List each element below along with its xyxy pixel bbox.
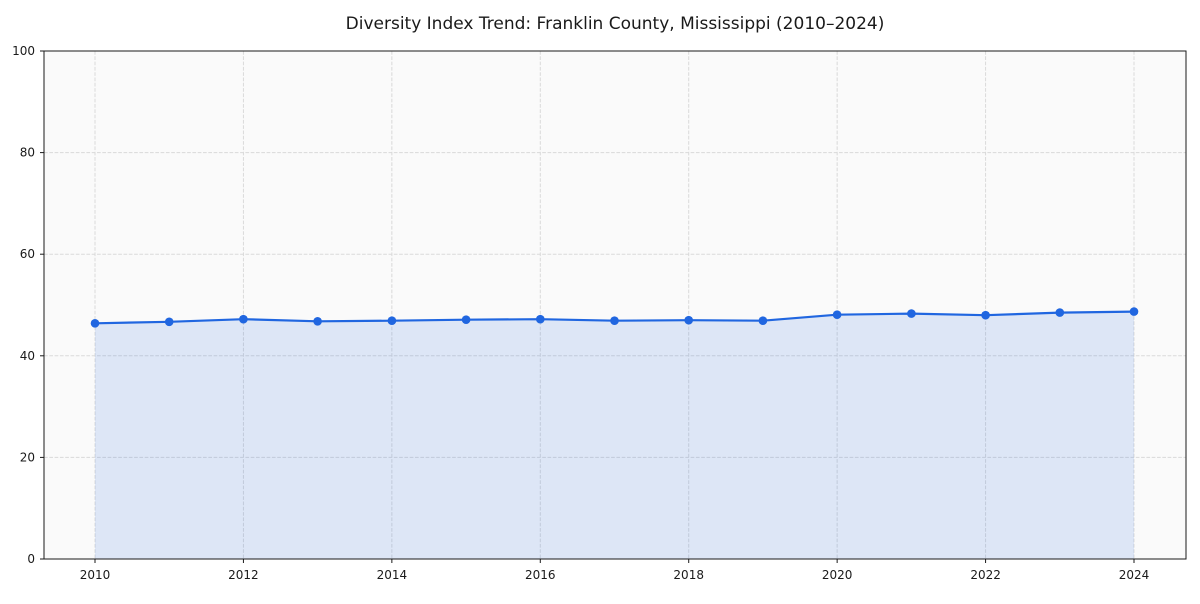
- x-axis-tick-labels: 2010 2012 2014 2016 2018 2020 2022 2024: [80, 568, 1150, 582]
- plot-border: [43, 50, 1187, 560]
- y-tick-label-100: 100: [12, 44, 35, 58]
- data-point-2014: [387, 316, 397, 326]
- x-tick-label-2012: 2012: [228, 568, 259, 582]
- data-point-2010: [90, 319, 100, 328]
- area-fill: [95, 311, 1134, 559]
- data-point-2013: [313, 317, 322, 326]
- y-tick-label-60: 60: [20, 247, 35, 261]
- data-point-2016: [536, 314, 545, 324]
- y-tick-label-40: 40: [20, 349, 35, 363]
- x-tick-label-2024: 2024: [1119, 568, 1150, 582]
- chart-title: Diversity Index Trend: Franklin County, …: [346, 14, 885, 34]
- x-tick-label-2018: 2018: [673, 568, 704, 582]
- axes-spines: [40, 50, 1187, 563]
- y-tick-label-0: 0: [27, 552, 35, 566]
- area-fill-group: [95, 311, 1134, 559]
- x-tick-label-2014: 2014: [377, 568, 408, 582]
- data-point-2024: [1129, 307, 1139, 316]
- data-point-2011: [164, 317, 174, 327]
- data-point-2012: [239, 314, 248, 324]
- x-tick-label-2022: 2022: [970, 568, 1001, 582]
- data-point-2022: [981, 310, 990, 320]
- data-point-2023: [1055, 308, 1065, 317]
- data-point-2017: [610, 316, 619, 326]
- data-point-2018: [684, 315, 693, 325]
- plot-area: [44, 51, 1186, 559]
- x-tick-label-2020: 2020: [822, 568, 853, 582]
- x-tick-label-2016: 2016: [525, 568, 556, 582]
- data-point-2020: [832, 310, 842, 320]
- y-axis-tick-labels: 0 20 40 60 80 100: [12, 44, 35, 566]
- x-tick-label-2010: 2010: [80, 568, 111, 582]
- data-points-group: [90, 307, 1139, 328]
- data-point-2021: [907, 309, 916, 318]
- y-tick-label-20: 20: [20, 450, 35, 464]
- y-tick-label-80: 80: [20, 146, 35, 160]
- data-point-2019: [758, 316, 768, 326]
- data-point-2015: [461, 315, 471, 325]
